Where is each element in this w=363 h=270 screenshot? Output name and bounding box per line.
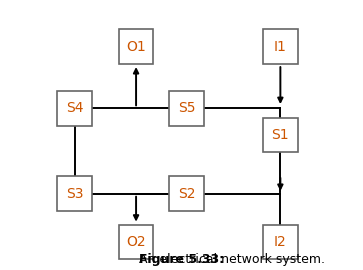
Text: I2: I2 xyxy=(274,235,287,249)
FancyBboxPatch shape xyxy=(170,91,204,126)
Text: S4: S4 xyxy=(66,101,83,115)
FancyBboxPatch shape xyxy=(119,225,154,259)
FancyBboxPatch shape xyxy=(263,118,298,152)
Text: S2: S2 xyxy=(178,187,196,201)
Text: O2: O2 xyxy=(126,235,146,249)
Text: Figure 5.33:: Figure 5.33: xyxy=(139,253,224,266)
Text: An electrical network system.: An electrical network system. xyxy=(131,253,325,266)
Text: I1: I1 xyxy=(274,40,287,54)
Text: O1: O1 xyxy=(126,40,146,54)
FancyBboxPatch shape xyxy=(263,225,298,259)
FancyBboxPatch shape xyxy=(263,29,298,64)
FancyBboxPatch shape xyxy=(170,176,204,211)
Text: S3: S3 xyxy=(66,187,83,201)
Text: S5: S5 xyxy=(178,101,196,115)
FancyBboxPatch shape xyxy=(119,29,154,64)
Text: S1: S1 xyxy=(272,128,289,142)
FancyBboxPatch shape xyxy=(57,176,92,211)
FancyBboxPatch shape xyxy=(57,91,92,126)
